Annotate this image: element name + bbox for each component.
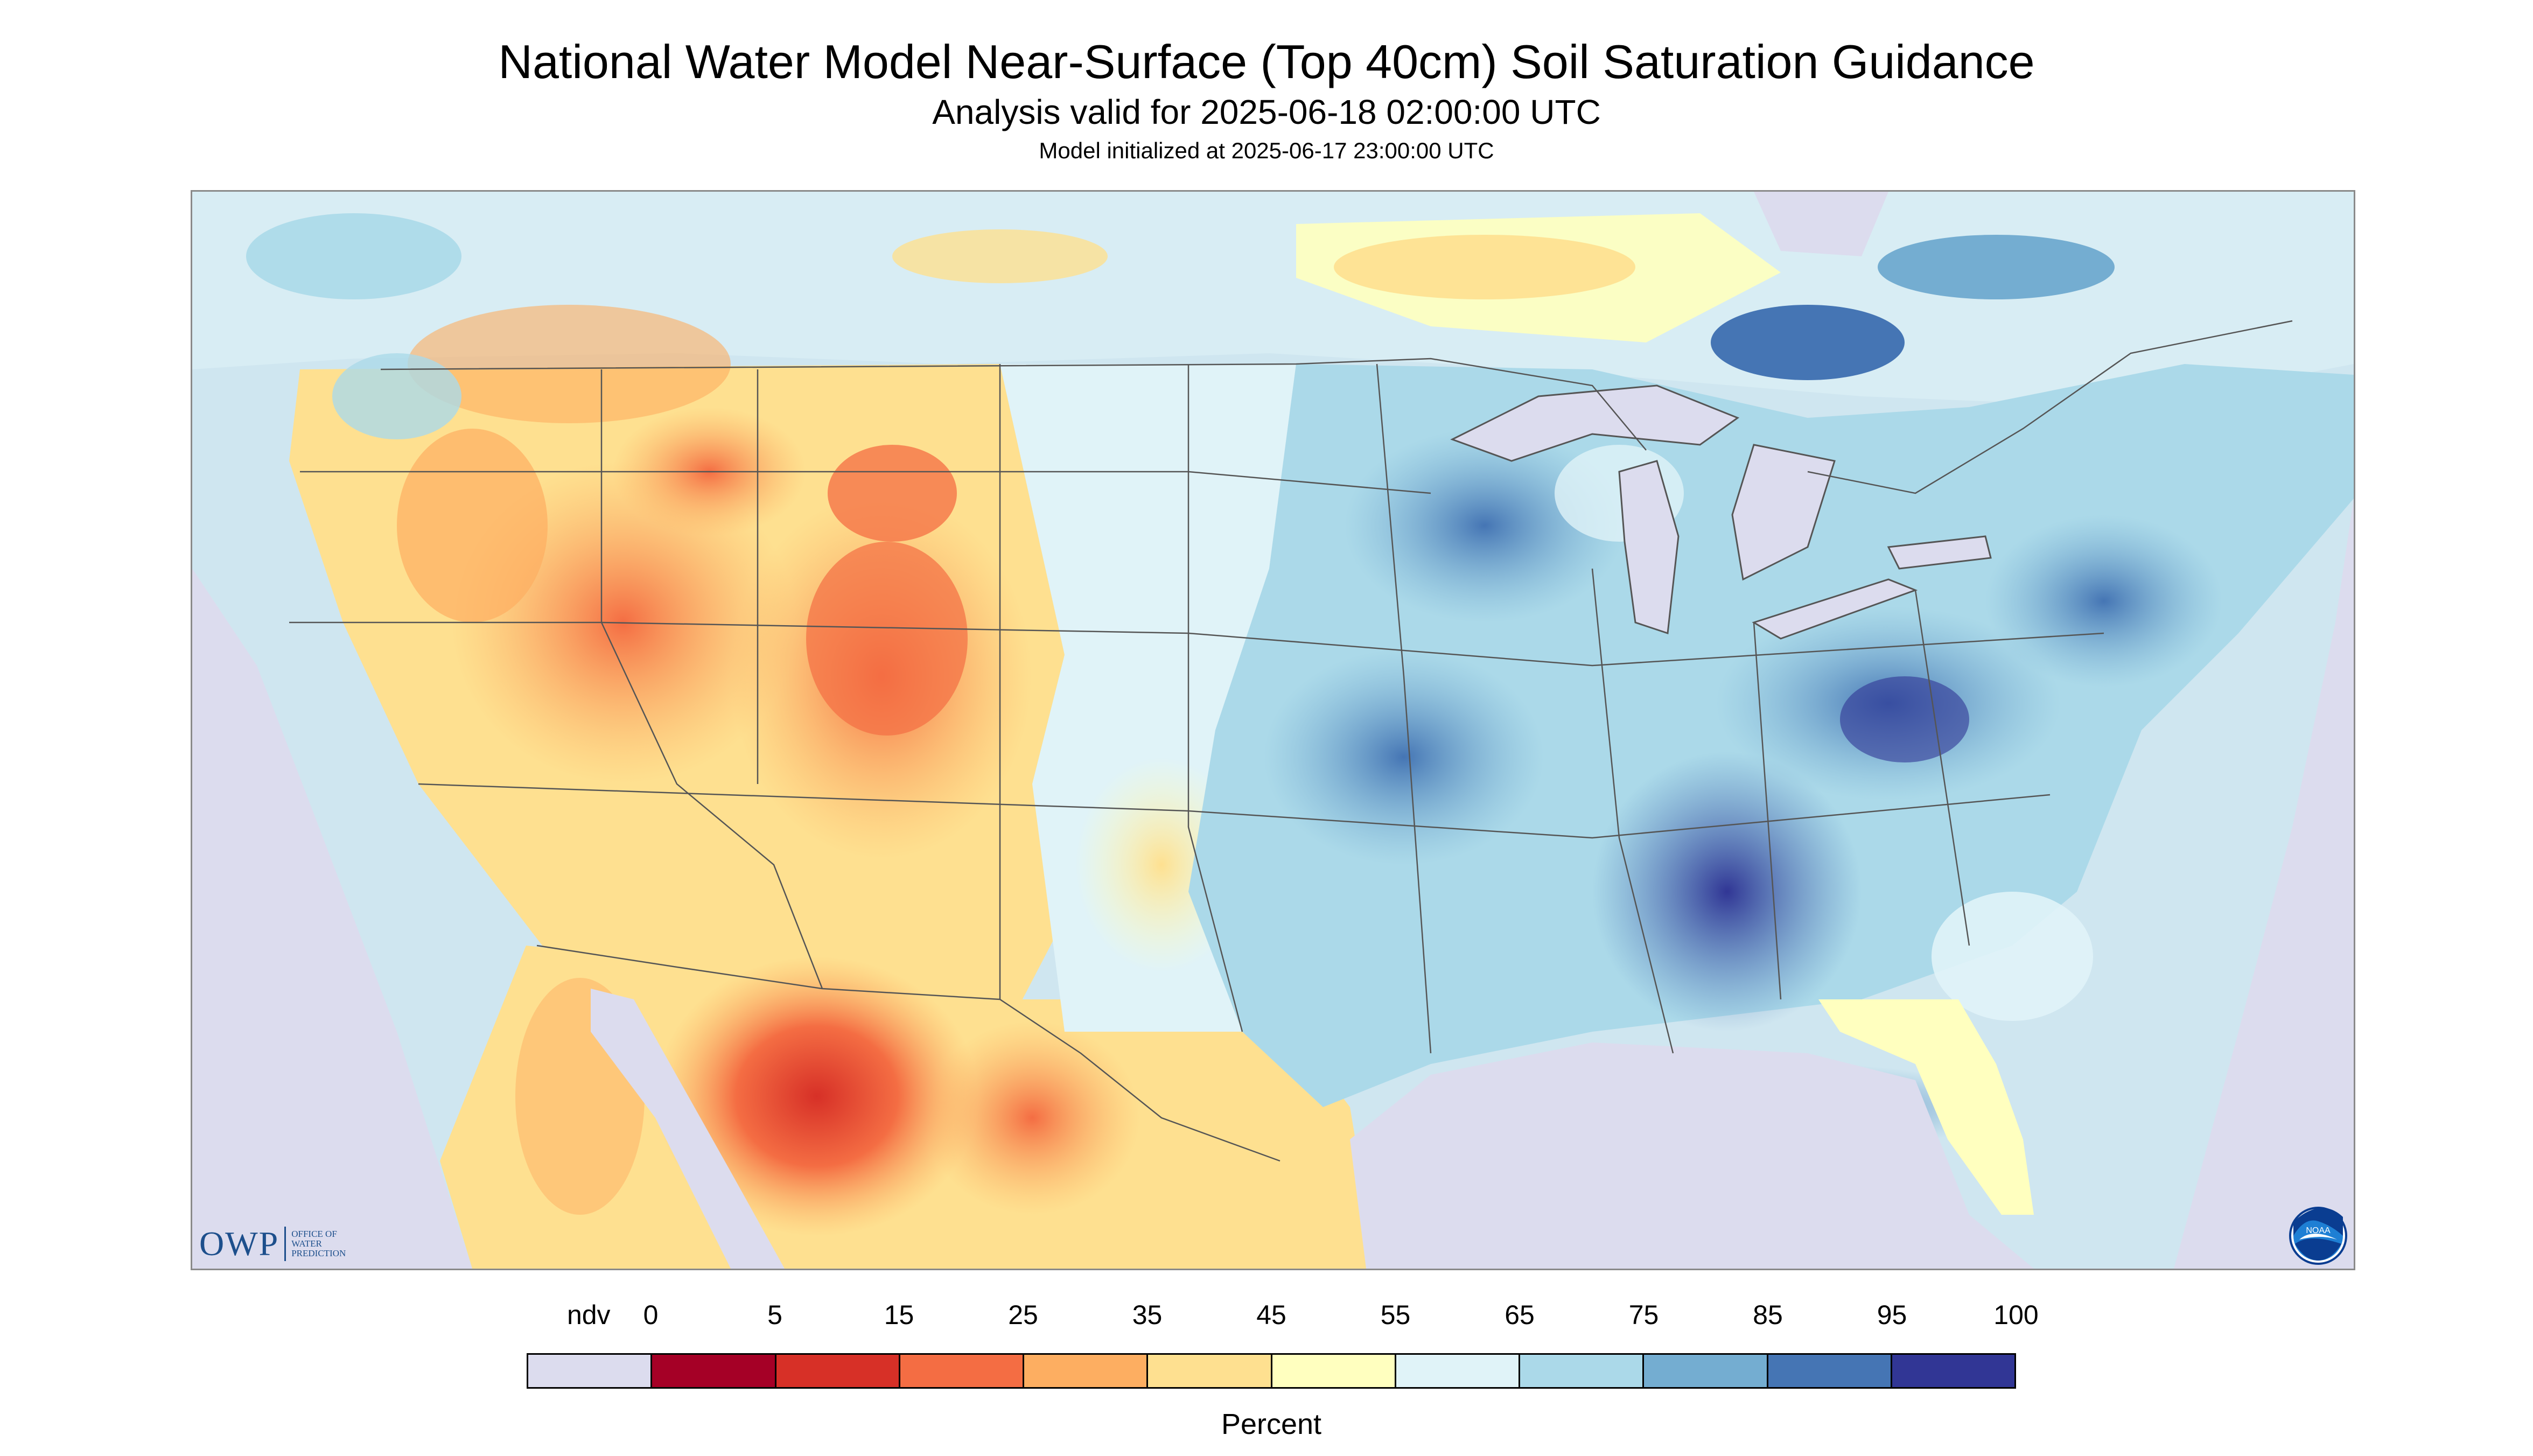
legend-swatch (1768, 1355, 1892, 1387)
legend-swatch (1024, 1355, 1149, 1387)
southeast-moderate (1932, 892, 2093, 1021)
owp-logo-subtext: Office of Water Prediction (291, 1229, 346, 1258)
mid-atlantic-wet (1985, 515, 2222, 687)
legend-tick-label: 35 (1132, 1300, 1163, 1330)
state-line (1187, 364, 1243, 1032)
legend-tick-label: 25 (1008, 1300, 1038, 1330)
upper-midwest-wet (1345, 429, 1625, 622)
legend-tick-label: 0 (643, 1300, 659, 1330)
oregon-dry (397, 429, 548, 622)
colorado-plateau-dry (806, 542, 968, 736)
legend-tick-label: 45 (1256, 1300, 1286, 1330)
legend-tick-label: 65 (1505, 1300, 1535, 1330)
owp-logo-divider (284, 1227, 286, 1261)
great-lake-superior (1450, 384, 1740, 462)
legend-swatch (528, 1355, 653, 1387)
state-line (1753, 622, 1782, 1000)
bc-wet-area (246, 213, 461, 299)
pnw-dry (408, 305, 731, 423)
canada-dry-core (1334, 235, 1635, 299)
state-line (1376, 363, 1432, 1054)
model-init-time: Model initialized at 2025-06-17 23:00:00… (1039, 138, 1494, 163)
coahuila-dry (925, 1021, 1140, 1215)
owp-logo-icon: OWP (199, 1224, 279, 1263)
legend-swatch (1644, 1355, 1768, 1387)
florida (1818, 999, 2034, 1215)
legend-swatch (1148, 1355, 1272, 1387)
legend-tick-label: 15 (884, 1300, 914, 1330)
noaa-seal-text: NOAA (2306, 1226, 2331, 1235)
legend-tick-label: 75 (1628, 1300, 1659, 1330)
legend-swatch (1892, 1355, 2014, 1387)
legend-tick-label: 85 (1753, 1300, 1783, 1330)
map-title: National Water Model Near-Surface (Top 4… (498, 35, 2035, 88)
legend-tick-label: 55 (1380, 1300, 1411, 1330)
great-lake-huron (1731, 444, 1836, 581)
map-subtitle: Analysis valid for 2025-06-18 02:00:00 U… (932, 93, 1601, 131)
legend-color-bar (527, 1353, 2016, 1389)
us-canada-border (380, 358, 1647, 451)
legend-swatch (652, 1355, 776, 1387)
gulf-of-california (591, 989, 785, 1269)
legend-tick-label: ndv (566, 1300, 611, 1330)
owp-sub-line: Office of (291, 1229, 337, 1239)
map-canvas (192, 192, 2354, 1269)
state-line (289, 621, 2104, 667)
state-line (300, 471, 1431, 494)
legend-swatch (1520, 1355, 1645, 1387)
legend-swatch (1272, 1355, 1396, 1387)
mississippi-valley-wet (1592, 752, 1862, 1032)
state-line (1591, 568, 1674, 1054)
legend-unit-label: Percent (1221, 1408, 1322, 1440)
soil-saturation-map[interactable] (191, 190, 2355, 1270)
legend-tick-label: 95 (1877, 1300, 1907, 1330)
color-legend: ndv 0 5 15 25 35 45 55 65 75 85 95 100 Percent (527, 1298, 2039, 1448)
state-line (600, 369, 823, 989)
legend-swatch (900, 1355, 1024, 1387)
noaa-seal-icon: NOAA (2289, 1207, 2347, 1265)
owp-logo: OWP Office of Water Prediction (199, 1222, 346, 1265)
state-line (1914, 590, 1970, 946)
owp-sub-line: Water (291, 1238, 322, 1249)
ontario-wet-area (1711, 305, 1905, 380)
wyoming-dry (828, 445, 957, 542)
legend-swatch (776, 1355, 900, 1387)
legend-tick-label: 100 (1993, 1300, 2039, 1330)
washington-coast-wet (332, 353, 461, 439)
gulf-of-mexico (1350, 1042, 2034, 1269)
state-line (418, 783, 2051, 839)
legend-tick-labels: ndv 0 5 15 25 35 45 55 65 75 85 95 100 (527, 1298, 2039, 1335)
us-canada-border-east (1807, 320, 2293, 494)
kentucky-wet (1840, 676, 1969, 762)
legend-tick-label: 5 (767, 1300, 782, 1330)
owp-sub-line: Prediction (291, 1248, 346, 1258)
legend-swatch (1396, 1355, 1520, 1387)
great-lake-michigan (1618, 460, 1680, 635)
prairie-dry-area (892, 229, 1108, 283)
hudson-bay-edge (1754, 192, 1888, 256)
quebec-wet-area (1878, 235, 2115, 299)
kansas-missouri-wet (1264, 649, 1544, 865)
great-lake-ontario (1887, 535, 1992, 570)
political-borders (289, 320, 2293, 1162)
plains-transition (1000, 364, 1296, 1032)
chihuahua-dry (655, 956, 978, 1236)
